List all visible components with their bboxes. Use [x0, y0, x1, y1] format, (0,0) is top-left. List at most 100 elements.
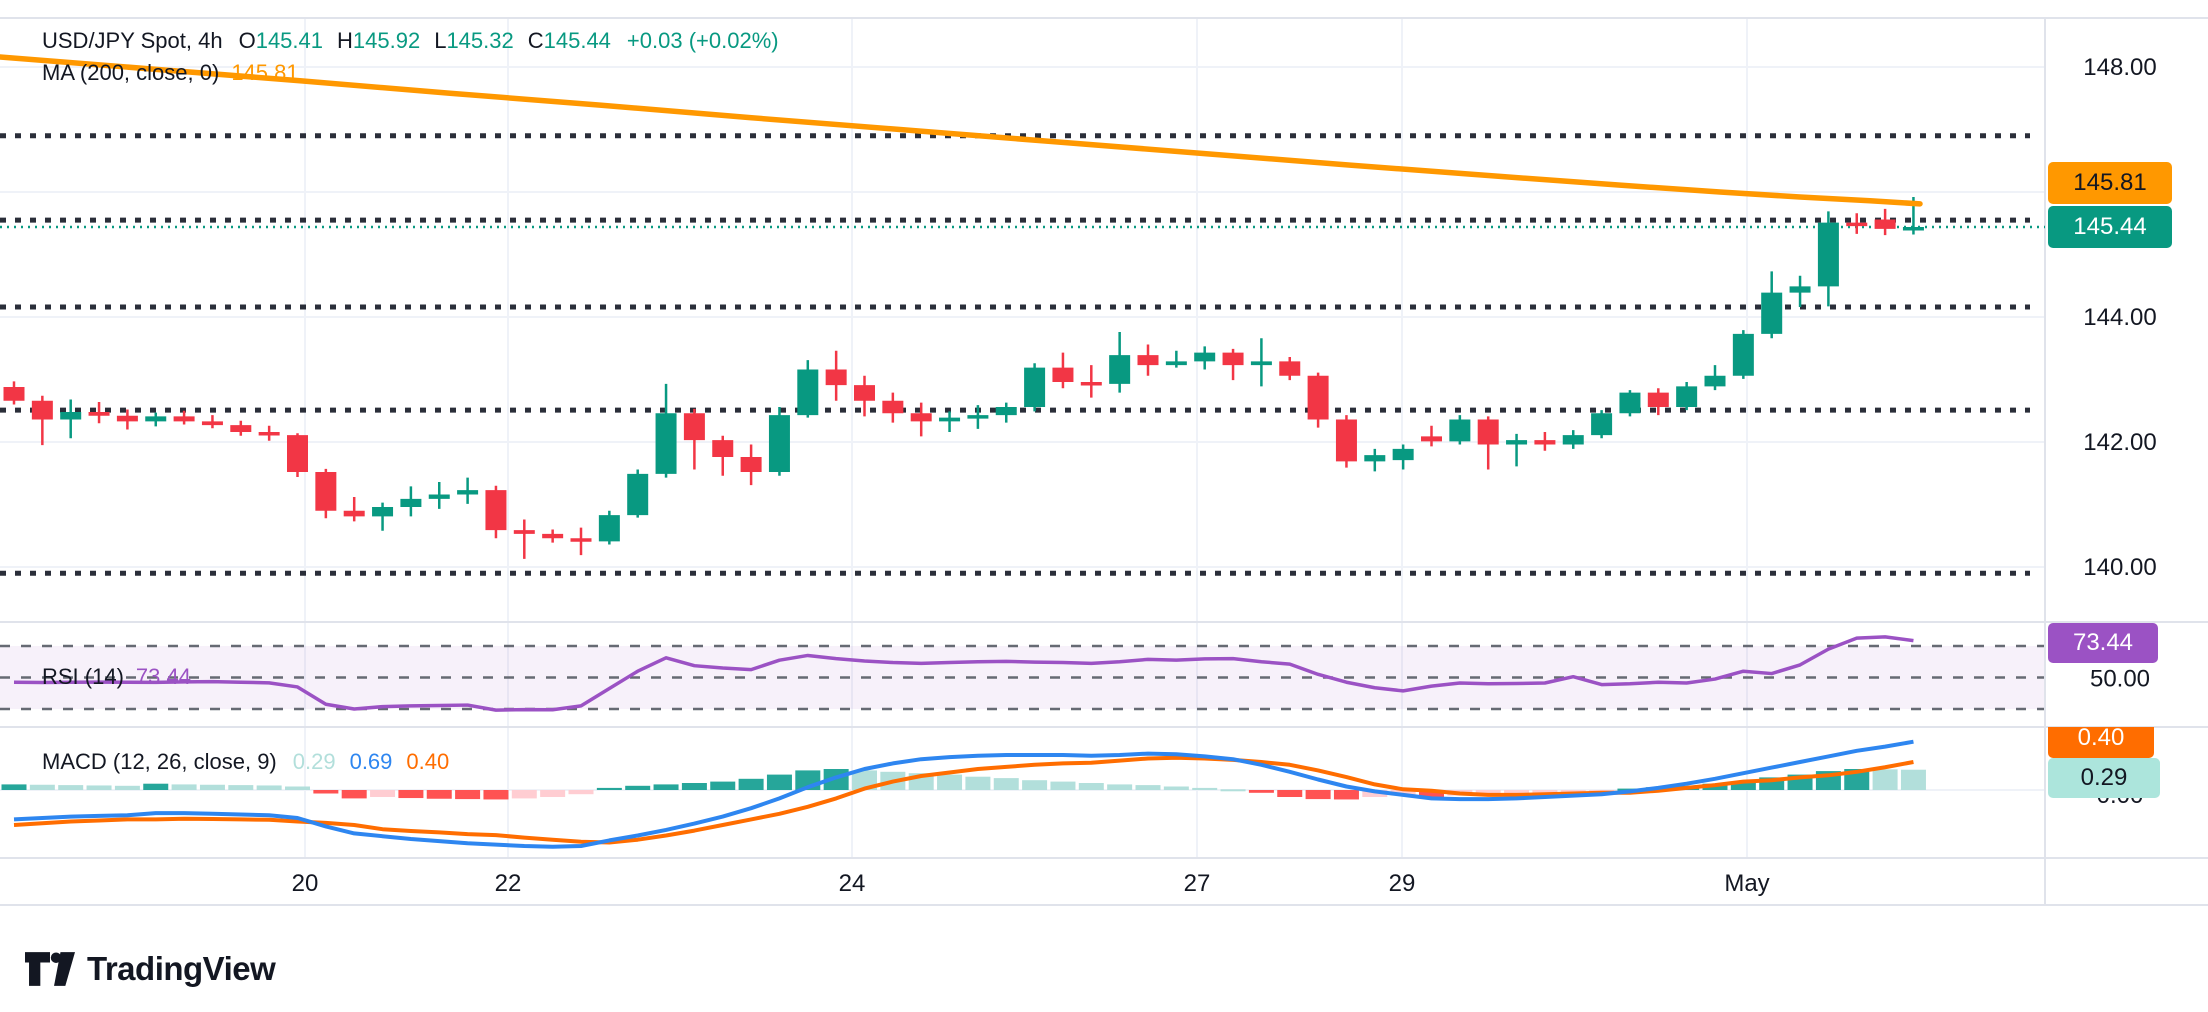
macd-histogram-bar	[228, 785, 254, 790]
brand-name: TradingView	[87, 950, 276, 987]
candle-body	[712, 440, 734, 457]
macd-histogram-bar	[1078, 783, 1104, 790]
candle-body	[1647, 392, 1669, 407]
candle-body	[1704, 375, 1726, 387]
time-tick-label: 24	[839, 870, 866, 897]
candle-body	[1364, 455, 1386, 462]
macd-histogram-bar	[625, 785, 651, 790]
macd-histogram-bar	[370, 790, 396, 797]
rsi-line	[13, 635, 1914, 712]
macd-histogram-bar	[114, 785, 140, 790]
candle-body	[1789, 286, 1811, 293]
candle-body	[939, 417, 961, 422]
macd-histogram-bar	[483, 790, 509, 800]
candle-body	[513, 530, 535, 534]
macd-histogram-bar	[937, 774, 963, 790]
macd-line	[13, 739, 1914, 849]
tradingview-logo[interactable]: TradingView	[25, 948, 276, 990]
candle-body	[315, 472, 337, 511]
rsi-band	[0, 646, 2045, 709]
macd-histogram-bar	[86, 785, 112, 790]
candle-body	[1619, 392, 1641, 414]
macd-histogram-bar	[171, 784, 197, 790]
macd-histogram-bar	[540, 790, 566, 797]
macd-histogram-bar	[993, 778, 1019, 790]
candle-body	[1874, 219, 1896, 229]
macd-histogram-bar	[1163, 786, 1189, 790]
candle-body	[258, 432, 280, 436]
macd-histogram-bar	[681, 783, 707, 790]
candle-body	[145, 416, 167, 422]
candle-body	[1817, 222, 1839, 287]
candle-body	[740, 457, 762, 472]
time-tick-label: 22	[495, 870, 522, 897]
candle-body	[1165, 361, 1187, 366]
macd-histogram-bar	[426, 790, 452, 799]
macd-histogram-bar	[1248, 790, 1274, 793]
candle-body	[1052, 367, 1074, 382]
macd-histogram-bar	[1872, 769, 1898, 790]
candle-body	[1109, 355, 1131, 384]
macd-histogram-bar	[738, 778, 764, 790]
candle-body	[598, 515, 620, 542]
macd-histogram-bar	[1050, 781, 1076, 790]
tradingview-logo-icon	[25, 952, 75, 986]
candle-body	[372, 507, 394, 517]
macd-histogram-bar	[1022, 780, 1048, 790]
candle-body	[88, 412, 110, 416]
candle-body	[1846, 222, 1868, 227]
price-tick-label: 148.00	[2083, 54, 2156, 81]
last-price-badge: 145.44	[2048, 206, 2172, 248]
macd-histogram-bar	[1532, 790, 1558, 793]
candle-body	[683, 413, 705, 441]
macd-histogram-bar	[1107, 784, 1133, 790]
macd-histogram-bar	[1390, 790, 1416, 796]
candle-body	[1194, 352, 1216, 362]
macd-histogram-bar	[1504, 790, 1530, 794]
candle-body	[60, 412, 82, 420]
macd-histogram-bar	[1192, 787, 1218, 790]
macd-histogram-bar	[965, 776, 991, 790]
macd-histogram-bar	[1, 784, 27, 790]
macd-histogram-bar	[398, 790, 424, 799]
ma-price-badge: 145.81	[2048, 162, 2172, 204]
macd-signal-badge: 0.40	[2048, 727, 2154, 758]
time-tick-label: 20	[292, 870, 319, 897]
macd-histogram-bar	[313, 790, 339, 794]
candle-body	[1591, 413, 1613, 436]
macd-histogram-bar	[766, 774, 792, 790]
candle-body	[116, 415, 138, 422]
candle-body	[768, 415, 790, 472]
candle-body	[1024, 367, 1046, 407]
candle-body	[1250, 361, 1272, 366]
macd-histogram-bar	[341, 790, 367, 799]
candle-body	[1137, 355, 1159, 366]
macd-histogram-bar	[1730, 781, 1756, 790]
candle-body	[655, 413, 677, 474]
rsi-axis-label: 50.00	[2090, 666, 2150, 693]
time-tick-label: 27	[1184, 870, 1211, 897]
macd-histogram-bar	[1333, 790, 1359, 800]
candle-body	[1392, 448, 1414, 461]
candle-body	[1335, 419, 1357, 462]
price-axis[interactable]	[2045, 18, 2208, 858]
candle-body	[287, 435, 308, 472]
macd-histogram-bar	[511, 790, 537, 799]
macd-histogram-bar	[1305, 790, 1331, 800]
candle-body	[1477, 419, 1499, 445]
candle-body	[1279, 361, 1301, 376]
candle-body	[485, 490, 507, 531]
candle-body	[854, 385, 875, 401]
candle-body	[995, 407, 1017, 416]
candle-body	[428, 494, 450, 499]
candle-body	[1761, 292, 1783, 334]
time-axis[interactable]	[0, 858, 2045, 905]
macd-histogram-bar	[1135, 785, 1161, 790]
macd-histogram-bar	[455, 790, 481, 800]
candle-body	[457, 490, 479, 495]
candle-body	[3, 387, 25, 401]
candle-body	[1421, 436, 1442, 442]
candle-body	[1676, 386, 1698, 407]
